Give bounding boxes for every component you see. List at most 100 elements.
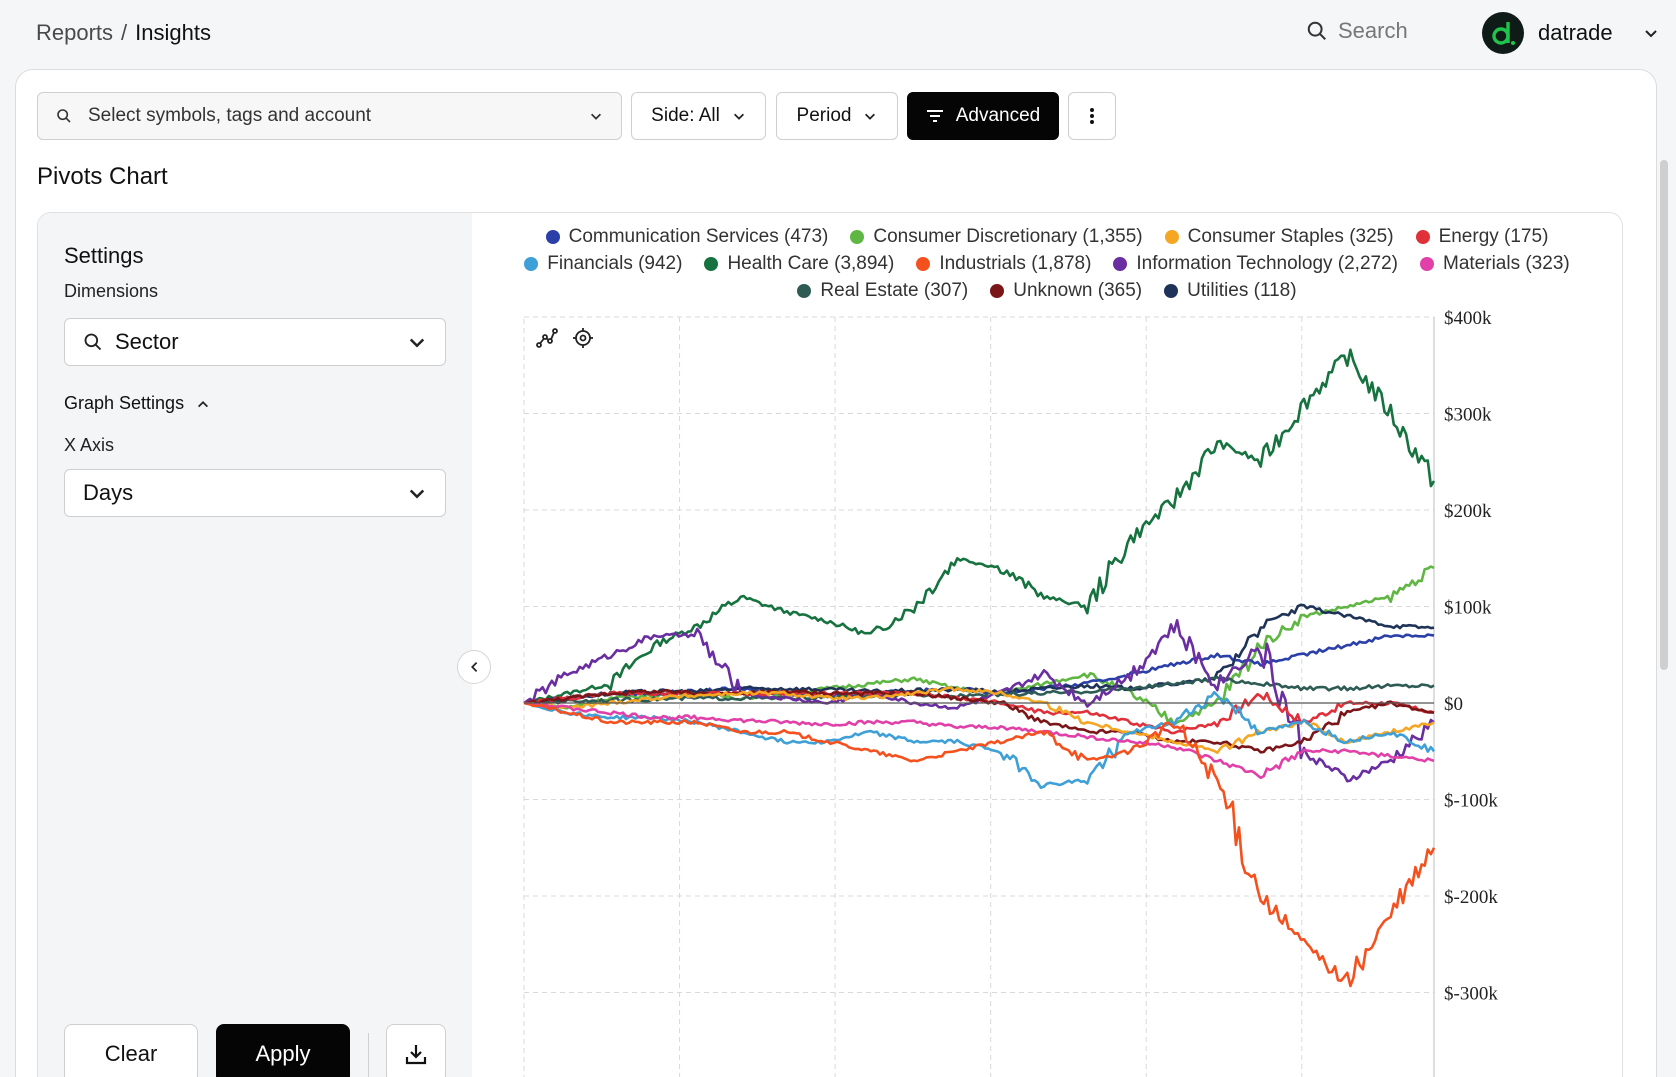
collapse-settings-button[interactable] xyxy=(457,650,491,684)
series-line xyxy=(523,688,1435,754)
legend-label: Information Technology (2,272) xyxy=(1136,252,1398,274)
legend-label: Energy (175) xyxy=(1438,225,1549,247)
period-filter-button[interactable]: Period xyxy=(776,92,898,140)
symbol-select-placeholder: Select symbols, tags and account xyxy=(88,105,372,126)
legend-label: Utilities (118) xyxy=(1187,279,1297,301)
side-filter-label: Side: All xyxy=(651,105,720,126)
top-bar: Reports / Insights Search datrade xyxy=(0,0,1676,66)
filter-lines-icon xyxy=(926,110,943,122)
legend-item[interactable]: Information Technology (2,272) xyxy=(1113,252,1398,275)
series-line xyxy=(523,690,1436,790)
button-divider xyxy=(368,1033,369,1077)
side-filter-button[interactable]: Side: All xyxy=(631,92,766,140)
legend-label: Financials (942) xyxy=(547,252,683,274)
y-tick-label: $400k xyxy=(1444,308,1492,329)
x-axis-select[interactable]: Days xyxy=(64,469,446,517)
legend-dot xyxy=(1420,256,1434,271)
breadcrumb-current: Insights xyxy=(135,20,211,45)
clear-button[interactable]: Clear xyxy=(64,1024,198,1077)
legend-item[interactable]: Health Care (3,894) xyxy=(704,252,894,275)
legend-label: Real Estate (307) xyxy=(820,279,969,301)
legend-dot xyxy=(1113,256,1128,271)
series-line xyxy=(523,686,1435,755)
breadcrumb: Reports / Insights xyxy=(36,20,211,46)
legend-item[interactable]: Communication Services (473) xyxy=(545,225,829,248)
y-tick-label: $-300k xyxy=(1444,984,1498,1005)
legend-item[interactable]: Materials (323) xyxy=(1420,252,1570,275)
settings-panel: Settings Dimensions Sector Graph Setting… xyxy=(38,213,472,1077)
graph-settings-label: Graph Settings xyxy=(64,393,185,413)
breadcrumb-reports-link[interactable]: Reports xyxy=(36,20,114,45)
y-tick-label: $300k xyxy=(1444,405,1492,426)
y-tick-label: $-200k xyxy=(1444,887,1498,908)
legend-dot xyxy=(1415,229,1430,244)
dimension-select-value: Sector xyxy=(115,329,179,354)
chevron-left-icon xyxy=(471,662,478,672)
crosshair-tool-hit-area xyxy=(568,323,598,353)
legend-label: Consumer Discretionary (1,355) xyxy=(873,225,1143,247)
page-title: Pivots Chart xyxy=(37,163,168,190)
apply-button[interactable]: Apply xyxy=(216,1024,350,1077)
plot-area-border xyxy=(523,316,1435,1077)
legend-item[interactable]: Consumer Staples (325) xyxy=(1164,225,1394,248)
legend-dot xyxy=(1164,283,1179,298)
symbol-select[interactable]: Select symbols, tags and account xyxy=(37,92,622,140)
legend-dot xyxy=(1164,229,1179,244)
chevron-down-icon xyxy=(409,489,425,499)
legend-dot xyxy=(704,256,719,271)
legend-item[interactable]: Unknown (365) xyxy=(990,279,1142,302)
legend-label: Unknown (365) xyxy=(1013,279,1143,301)
legend-label: Communication Services (473) xyxy=(568,225,829,247)
settings-title: Settings xyxy=(64,243,144,268)
more-vertical-icon xyxy=(1090,108,1094,124)
crosshair-icon xyxy=(573,328,593,348)
search-icon xyxy=(1307,21,1326,40)
search-icon xyxy=(84,333,102,351)
legend-item[interactable]: Industrials (1,878) xyxy=(916,252,1091,275)
series-line xyxy=(523,701,1436,988)
chart-legend: Communication Services (473) Consumer Dis… xyxy=(472,225,1622,302)
y-tick-label: $-100k xyxy=(1444,791,1498,812)
y-tick-label: $100k xyxy=(1444,598,1492,619)
legend-dot xyxy=(797,283,812,298)
chart-line-tool[interactable] xyxy=(532,323,562,353)
card-scrollbar[interactable] xyxy=(1660,160,1668,670)
search-icon xyxy=(57,109,71,123)
period-filter-label: Period xyxy=(796,105,852,126)
series-line xyxy=(523,348,1436,705)
avatar xyxy=(1482,12,1524,54)
legend-item[interactable]: Utilities (118) xyxy=(1164,279,1297,302)
chevron-down-icon xyxy=(1644,30,1657,38)
account-menu[interactable]: datrade xyxy=(1482,12,1659,54)
top-search[interactable]: Search xyxy=(1306,18,1408,44)
top-search-placeholder: Search xyxy=(1338,18,1408,43)
download-button[interactable] xyxy=(386,1024,446,1077)
legend-item[interactable]: Energy (175) xyxy=(1415,225,1549,248)
legend-dot xyxy=(545,229,560,244)
legend-item[interactable]: Consumer Discretionary (1,355) xyxy=(850,225,1143,248)
pivot-chart-panel: Settings Dimensions Sector Graph Setting… xyxy=(37,212,1623,1077)
legend-label: Health Care (3,894) xyxy=(727,252,895,274)
chart-series-group xyxy=(523,348,1436,988)
legend-item[interactable]: Real Estate (307) xyxy=(797,279,968,302)
brand-logo-icon xyxy=(1492,22,1515,45)
graph-settings-toggle[interactable]: Graph Settings xyxy=(64,393,210,414)
advanced-filter-button[interactable]: Advanced xyxy=(907,92,1059,140)
legend-item[interactable]: Financials (942) xyxy=(524,252,682,275)
chevron-up-icon xyxy=(198,400,209,407)
trend-line-icon xyxy=(536,328,558,348)
chevron-down-icon xyxy=(409,338,425,348)
x-axis-select-value: Days xyxy=(83,480,134,505)
series-line xyxy=(523,701,1435,780)
download-icon xyxy=(405,1045,427,1065)
chart-crosshair-tool[interactable] xyxy=(568,323,598,353)
more-options-button[interactable] xyxy=(1068,92,1116,140)
dimensions-label: Dimensions xyxy=(64,281,159,301)
chevron-down-icon xyxy=(733,113,744,120)
advanced-filter-label: Advanced xyxy=(955,105,1041,126)
dimension-select[interactable]: Sector xyxy=(64,318,446,366)
pivots-line-chart: $400k $300k $200k $100k $0 $-100k $-200k $-300k… xyxy=(523,308,1498,1077)
legend-label: Industrials (1,878) xyxy=(939,252,1092,274)
chevron-down-icon xyxy=(865,113,876,120)
legend-dot xyxy=(524,256,539,271)
